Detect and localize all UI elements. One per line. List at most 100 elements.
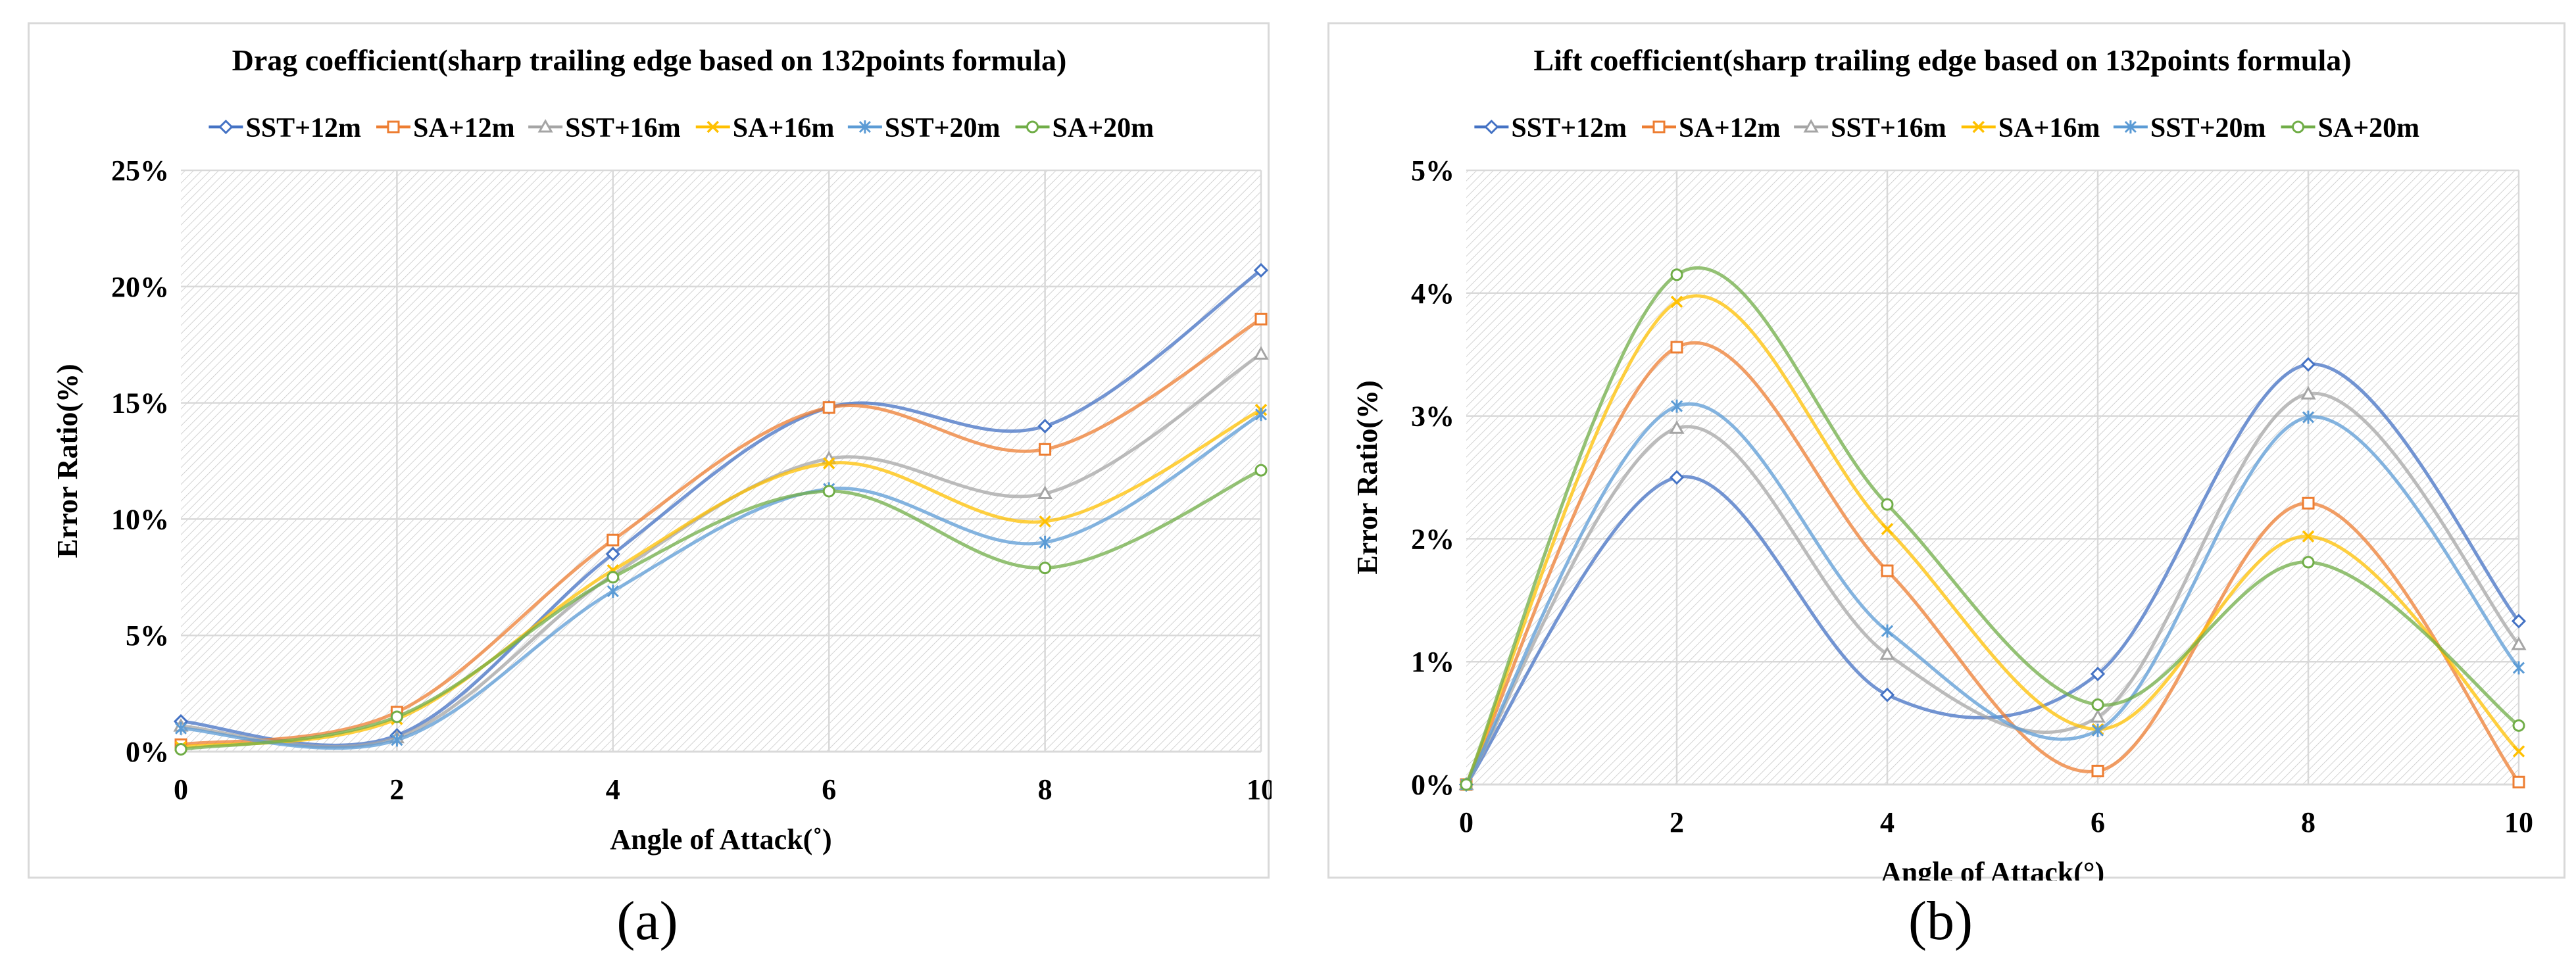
lift-legend-label: SST+16m bbox=[1831, 113, 1946, 143]
drag-x-tick-label: 8 bbox=[1038, 773, 1053, 806]
lift-legend: SST+12m SA+12m SST+16m SA+16m SST+20m SA+20m bbox=[1474, 113, 2419, 143]
lift-data-point bbox=[2090, 666, 2106, 682]
drag-data-point bbox=[822, 457, 835, 470]
lift-y-tick-label: 1% bbox=[1411, 646, 1454, 678]
lift-plot-area bbox=[1466, 170, 2519, 785]
lift-data-point bbox=[1670, 268, 1683, 281]
drag-data-point bbox=[174, 721, 187, 735]
drag-legend-item: SA+20m bbox=[1015, 113, 1154, 143]
drag-series-line bbox=[179, 412, 1263, 750]
lift-legend-item: SA+12m bbox=[1642, 113, 1781, 143]
drag-data-point bbox=[1253, 346, 1269, 360]
lift-chart-panel: Lift coefficient(sharp trailing edge bas… bbox=[1327, 22, 2565, 881]
drag-series-line bbox=[179, 408, 1263, 749]
drag-x-tick-label: 4 bbox=[606, 773, 620, 806]
lift-series-line bbox=[1464, 341, 2521, 786]
lift-x-tick-label: 0 bbox=[1459, 806, 1474, 838]
lift-x-tick-label: 2 bbox=[1670, 806, 1684, 838]
drag-legend: SST+12m SA+12m SST+16m SA+16m SST+20m SA+20m bbox=[209, 113, 1154, 143]
drag-data-point bbox=[607, 571, 620, 584]
lift-legend-label: SA+20m bbox=[2318, 113, 2420, 143]
lift-y-tick-label: 4% bbox=[1411, 278, 1454, 310]
lift-data-point bbox=[2512, 745, 2525, 758]
lift-data-point bbox=[1881, 523, 1894, 535]
lift-series-sa-20m bbox=[1460, 266, 2525, 791]
drag-x-tick-label: 10 bbox=[1247, 773, 1272, 806]
lift-data-point bbox=[1879, 646, 1895, 660]
drag-legend-item: SA+12m bbox=[376, 113, 515, 143]
lift-legend-item: SST+20m bbox=[2113, 113, 2266, 143]
drag-legend-label: SST+16m bbox=[565, 113, 681, 143]
drag-legend-item: SA+16m bbox=[695, 113, 835, 143]
lift-series-line bbox=[1464, 391, 2521, 786]
lift-legend-marker bbox=[1803, 118, 1819, 133]
lift-legend-marker bbox=[1652, 120, 1666, 133]
lift-data-point bbox=[2511, 614, 2527, 629]
drag-data-point bbox=[1253, 262, 1269, 278]
drag-chart: Drag coefficient(sharp trailing edge bas… bbox=[51, 43, 1272, 856]
lift-data-point bbox=[2512, 661, 2525, 675]
lift-series-line bbox=[1464, 402, 2521, 786]
drag-y-tick-label: 10% bbox=[111, 503, 169, 535]
lift-x-axis-title: Angle of Attack(°) bbox=[1881, 856, 2104, 881]
subfigure-label-b: (b) bbox=[1908, 890, 1973, 952]
lift-data-point bbox=[2302, 410, 2315, 424]
drag-chart-title: Drag coefficient(sharp trailing edge bas… bbox=[232, 43, 1067, 77]
lift-x-tick-label: 8 bbox=[2301, 806, 2316, 838]
drag-data-point bbox=[822, 485, 835, 498]
drag-x-tick-label: 2 bbox=[389, 773, 404, 806]
drag-data-point bbox=[607, 533, 620, 546]
drag-legend-label: SST+20m bbox=[885, 113, 1001, 143]
drag-legend-marker bbox=[858, 120, 871, 133]
lift-data-point bbox=[2300, 385, 2316, 400]
lift-chart: Lift coefficient(sharp trailing edge bas… bbox=[1351, 43, 2533, 881]
drag-legend-marker bbox=[218, 119, 234, 135]
lift-data-point bbox=[1669, 470, 1685, 485]
lift-data-point bbox=[2512, 775, 2525, 788]
drag-data-point bbox=[605, 546, 620, 562]
lift-data-point bbox=[2091, 723, 2104, 737]
lift-data-point bbox=[2300, 357, 2316, 372]
drag-y-tick-label: 5% bbox=[126, 619, 169, 652]
lift-data-point bbox=[1881, 624, 1894, 638]
lift-chart-title: Lift coefficient(sharp trailing edge bas… bbox=[1533, 43, 2351, 77]
lift-data-point bbox=[1879, 687, 1895, 702]
drag-series-line bbox=[179, 468, 1263, 751]
drag-series-sa-20m bbox=[174, 464, 1268, 756]
lift-legend-item: SST+16m bbox=[1794, 113, 1946, 143]
drag-chart-panel: Drag coefficient(sharp trailing edge bas… bbox=[28, 22, 1272, 879]
drag-data-point bbox=[1254, 408, 1268, 422]
drag-y-tick-label: 20% bbox=[111, 271, 169, 303]
lift-legend-item: SST+12m bbox=[1474, 113, 1627, 143]
drag-data-point bbox=[822, 401, 835, 414]
lift-y-tick-label: 2% bbox=[1411, 523, 1454, 555]
drag-series-line bbox=[179, 268, 1263, 747]
drag-data-point bbox=[1037, 418, 1053, 434]
lift-data-point bbox=[1881, 564, 1894, 577]
drag-data-point bbox=[1037, 485, 1053, 500]
lift-data-point bbox=[1460, 778, 1473, 791]
drag-x-tick-label: 0 bbox=[174, 773, 188, 806]
lift-legend-marker bbox=[1484, 119, 1499, 135]
drag-y-tick-label: 15% bbox=[111, 387, 169, 420]
drag-data-point bbox=[1254, 464, 1268, 477]
drag-legend-marker bbox=[1026, 120, 1039, 133]
lift-legend-label: SA+12m bbox=[1679, 113, 1781, 143]
lift-data-point bbox=[2302, 556, 2315, 569]
lift-data-point bbox=[2302, 530, 2315, 543]
lift-legend-marker bbox=[2124, 120, 2137, 133]
drag-y-tick-label: 25% bbox=[111, 155, 169, 187]
drag-series-line bbox=[179, 317, 1263, 746]
drag-legend-item: SST+16m bbox=[528, 113, 681, 143]
lift-y-axis-title: Error Ratio(%) bbox=[1351, 380, 1383, 574]
lift-data-point bbox=[2091, 764, 2104, 777]
drag-y-tick-label: 0% bbox=[126, 736, 169, 768]
lift-data-point bbox=[1670, 399, 1683, 413]
lift-data-point bbox=[2091, 698, 2104, 712]
lift-y-tick-label: 3% bbox=[1411, 400, 1454, 433]
lift-legend-marker bbox=[1972, 120, 1985, 133]
drag-data-point bbox=[174, 742, 187, 756]
drag-data-point bbox=[391, 733, 403, 747]
drag-x-axis-title: Angle of Attack(˚) bbox=[610, 823, 831, 856]
drag-legend-label: SA+16m bbox=[733, 113, 835, 143]
